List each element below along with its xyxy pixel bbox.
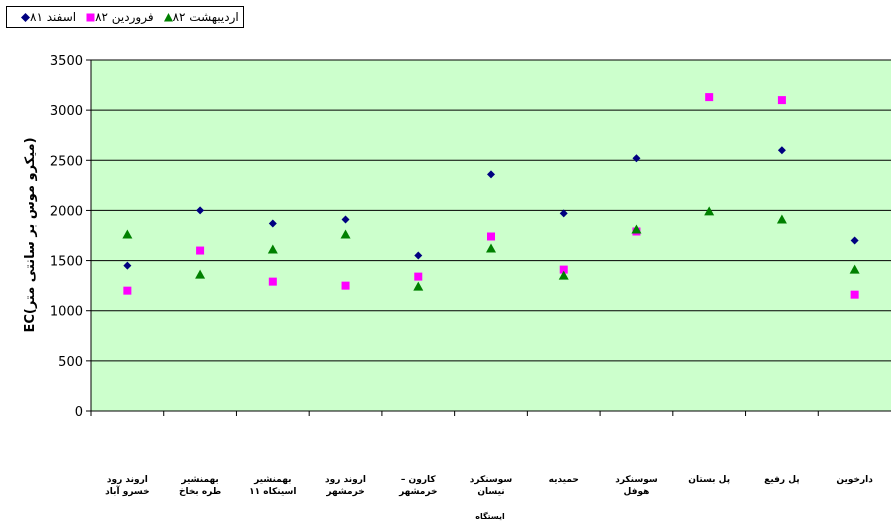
legend: اسفند ۸۱ فروردین ۸۲ اردیبهشت ۸۲ (6, 6, 244, 28)
legend-label: اسفند ۸۱ (30, 10, 77, 24)
y-tick-label: 1000 (50, 305, 83, 320)
data-point-diamond (123, 261, 132, 270)
data-point-diamond (777, 146, 786, 155)
data-point-diamond (196, 206, 205, 215)
data-point-diamond (632, 154, 641, 163)
data-point-triangle (340, 229, 351, 239)
data-point-diamond (414, 251, 423, 260)
x-tick-label: اروند رود (325, 475, 366, 485)
y-tick-label: 3500 (50, 54, 83, 69)
x-tick-label: طره بخاخ (179, 487, 221, 497)
data-point-square (777, 96, 786, 105)
data-point-triangle (195, 269, 206, 279)
x-tick-label: خسرو آباد (105, 485, 149, 497)
data-point-square (123, 286, 132, 295)
legend-diamond-icon (21, 12, 30, 22)
legend-item: فروردین ۸۲ (82, 10, 154, 24)
data-point-square (705, 93, 714, 102)
data-point-square (196, 246, 205, 255)
data-point-triangle (631, 224, 642, 234)
x-tick-label: هوفل (624, 487, 650, 497)
data-point-diamond (487, 170, 495, 179)
x-tick-label: دارخوین (836, 475, 873, 485)
x-tick-label: پل رفیع (764, 475, 799, 485)
y-tick-label: 3000 (50, 104, 83, 119)
data-point-triangle (704, 206, 715, 216)
data-point-triangle (413, 281, 424, 291)
x-tick-label: خرمشهر (325, 487, 364, 497)
data-point-diamond (850, 236, 859, 245)
data-point-triangle (486, 243, 496, 253)
x-tick-label: اروند رود (107, 475, 148, 485)
data-point-triangle (776, 214, 787, 224)
legend-square-icon (86, 13, 95, 21)
legend-item: اسفند ۸۱ (17, 10, 76, 24)
legend-label: فروردین ۸۲ (95, 10, 154, 24)
data-point-diamond (268, 219, 277, 228)
x-axis-label: ایستگاه (475, 511, 505, 521)
x-tick-label: خرمشهر (398, 487, 437, 497)
data-point-diamond (341, 215, 350, 224)
x-tick-label: حمیدیه (549, 475, 579, 485)
data-point-square (268, 277, 277, 286)
y-tick-label: 2500 (50, 154, 83, 169)
x-tick-label: بهمنشیر (253, 475, 291, 485)
data-point-square (487, 232, 495, 241)
data-point-triangle (849, 264, 860, 274)
x-tick-label: پل بستان (688, 475, 730, 485)
x-tick-label: نیسان (477, 487, 504, 497)
data-points (122, 93, 860, 299)
data-point-triangle (558, 270, 569, 280)
data-point-square (850, 290, 859, 299)
y-tick-label: 1500 (50, 255, 83, 270)
y-tick-label: 500 (58, 355, 83, 370)
y-axis-label: EC(میکرو موس بر سانتی متر) (23, 137, 38, 332)
gridlines (91, 59, 891, 362)
data-point-square (559, 265, 568, 274)
y-tick-label: 2000 (50, 204, 83, 219)
data-point-square (341, 281, 350, 290)
x-tick-label: اسینکاه ۱۱ (249, 487, 296, 497)
data-point-square (414, 272, 423, 281)
legend-item: اردیبهشت ۸۲ (160, 10, 239, 24)
y-tick-label: 0 (75, 405, 83, 420)
data-point-triangle (122, 229, 133, 239)
legend-label: اردیبهشت ۸۲ (172, 10, 239, 24)
data-point-diamond (559, 209, 568, 218)
x-tick-label: بهمنشیر (180, 475, 218, 485)
legend-triangle-icon (163, 12, 173, 21)
x-tick-label: سوسنکرد (470, 475, 513, 485)
y-tick-labels: 0 500 1000 1500 2000 2500 3000 3500 (50, 54, 91, 420)
data-point-triangle (267, 244, 278, 254)
x-tick-label: کارون – (401, 475, 436, 485)
x-tick-label: سوسنکرد (615, 475, 658, 485)
